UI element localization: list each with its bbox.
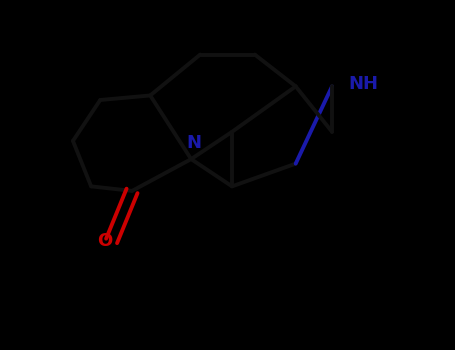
Text: N: N	[186, 134, 201, 152]
Text: NH: NH	[348, 75, 378, 93]
Text: O: O	[97, 232, 112, 250]
